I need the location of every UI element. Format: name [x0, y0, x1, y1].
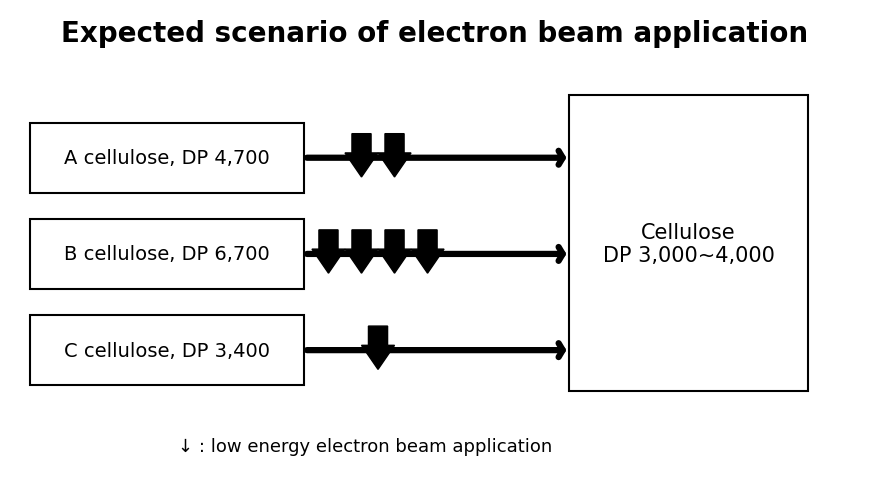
Bar [30, 220, 304, 289]
FancyArrow shape [378, 230, 411, 274]
Text: Cellulose
DP 3,000~4,000: Cellulose DP 3,000~4,000 [603, 222, 774, 265]
Bar [30, 316, 304, 385]
FancyArrow shape [312, 230, 345, 274]
Bar [569, 96, 808, 391]
FancyArrow shape [378, 134, 411, 178]
Text: Expected scenario of electron beam application: Expected scenario of electron beam appli… [61, 20, 808, 48]
Text: B cellulose, DP 6,700: B cellulose, DP 6,700 [64, 245, 270, 264]
Text: ↓ : low energy electron beam application: ↓ : low energy electron beam application [178, 437, 552, 456]
FancyArrow shape [345, 230, 378, 274]
FancyArrow shape [411, 230, 444, 274]
Bar [30, 123, 304, 193]
FancyArrow shape [345, 134, 378, 178]
Text: C cellulose, DP 3,400: C cellulose, DP 3,400 [64, 341, 270, 360]
Text: A cellulose, DP 4,700: A cellulose, DP 4,700 [64, 149, 270, 168]
FancyArrow shape [362, 326, 395, 370]
